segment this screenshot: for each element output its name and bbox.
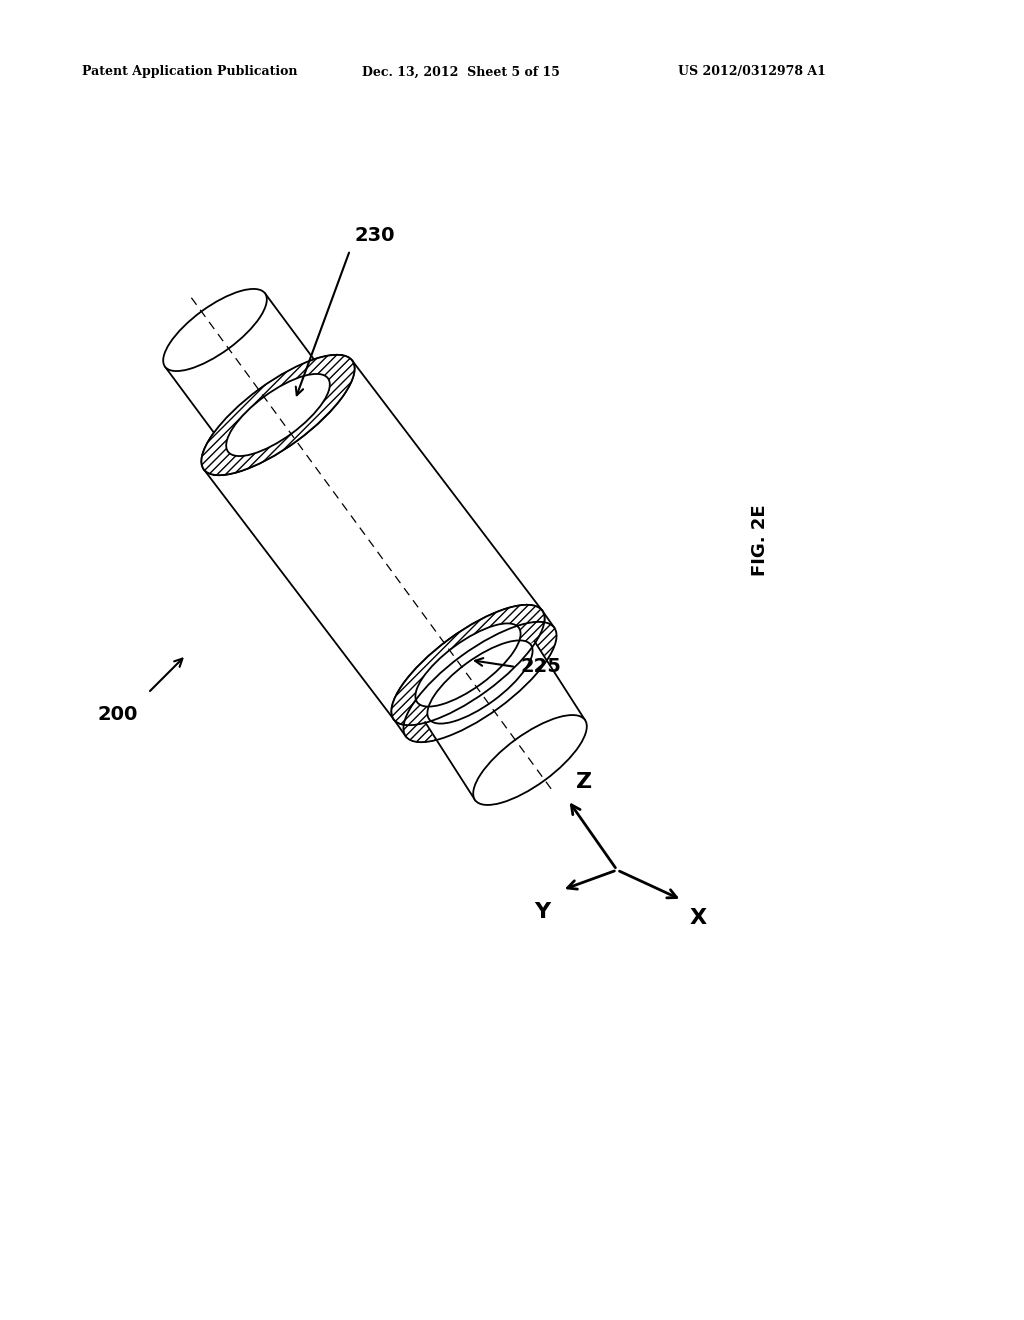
- Polygon shape: [425, 642, 585, 800]
- Text: Patent Application Publication: Patent Application Publication: [82, 66, 298, 78]
- Ellipse shape: [416, 623, 520, 706]
- Ellipse shape: [403, 622, 557, 742]
- Ellipse shape: [163, 289, 267, 371]
- Polygon shape: [204, 360, 543, 719]
- Ellipse shape: [473, 715, 587, 805]
- Text: 225: 225: [521, 657, 562, 676]
- Text: Z: Z: [575, 772, 592, 792]
- Polygon shape: [165, 293, 328, 451]
- Text: X: X: [690, 908, 708, 928]
- Polygon shape: [394, 611, 554, 737]
- Text: Y: Y: [534, 902, 550, 921]
- Text: 230: 230: [355, 226, 395, 246]
- Ellipse shape: [226, 374, 330, 457]
- Ellipse shape: [391, 605, 545, 725]
- Text: 200: 200: [97, 705, 138, 723]
- Ellipse shape: [391, 605, 545, 725]
- Text: Dec. 13, 2012  Sheet 5 of 15: Dec. 13, 2012 Sheet 5 of 15: [362, 66, 560, 78]
- Text: US 2012/0312978 A1: US 2012/0312978 A1: [678, 66, 826, 78]
- Ellipse shape: [427, 640, 532, 723]
- Ellipse shape: [202, 355, 354, 475]
- Ellipse shape: [202, 355, 354, 475]
- Text: FIG. 2E: FIG. 2E: [751, 504, 769, 576]
